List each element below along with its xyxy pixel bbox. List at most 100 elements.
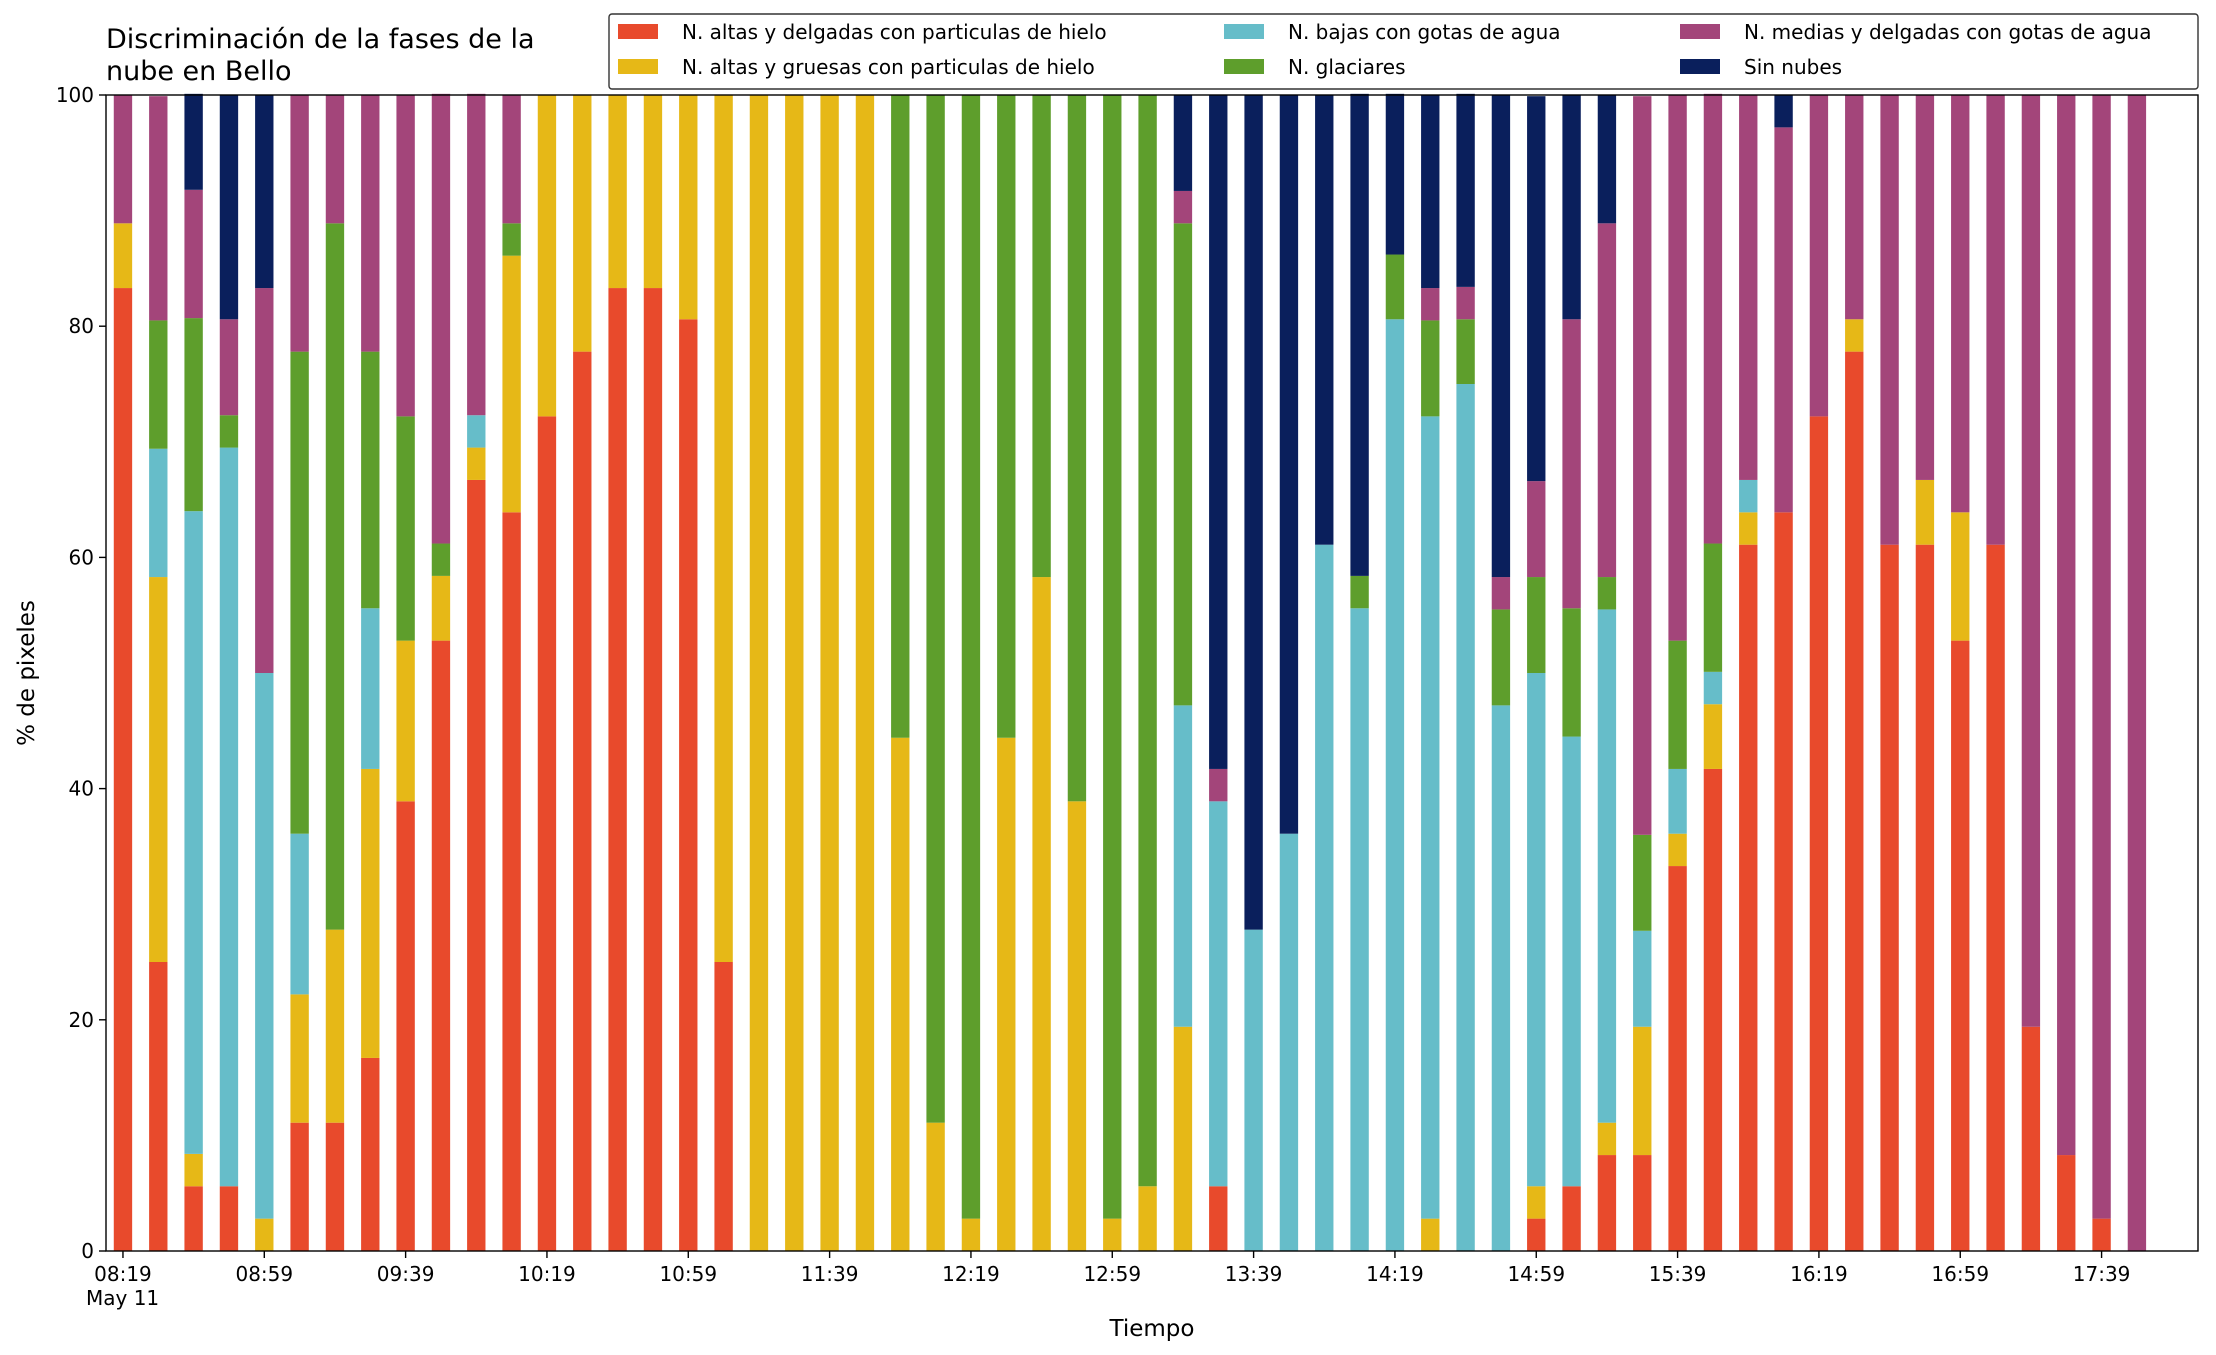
bar-segment bbox=[537, 95, 557, 417]
bar-segment bbox=[1597, 1155, 1617, 1251]
bar-segment bbox=[184, 511, 203, 1154]
y-axis-label: % de pixeles bbox=[14, 600, 40, 746]
legend-box bbox=[608, 13, 2199, 90]
x-tick-label: 13:39 bbox=[1225, 1262, 1283, 1286]
bar-segment bbox=[1739, 95, 1758, 480]
bar-segment bbox=[1703, 543, 1723, 672]
bar-segment bbox=[396, 95, 415, 417]
y-tick-label: 20 bbox=[69, 1008, 94, 1032]
bar-segment bbox=[820, 95, 839, 1251]
bar-segment bbox=[1491, 577, 1511, 610]
bar-segment bbox=[2057, 95, 2076, 1156]
bar-segment bbox=[1244, 929, 1263, 1251]
bar-segment bbox=[1421, 1218, 1440, 1251]
bar-segment bbox=[219, 415, 239, 448]
bar-segment bbox=[679, 319, 698, 1251]
bar-segment bbox=[1491, 609, 1511, 706]
bar-segment bbox=[1951, 512, 1970, 641]
bar-segment bbox=[1173, 190, 1193, 224]
bar-segment bbox=[219, 1186, 239, 1251]
bar-segment bbox=[1597, 223, 1617, 578]
bar-segment bbox=[537, 416, 557, 1251]
bar-segment bbox=[325, 929, 345, 1123]
x-tick-label: 08:59 bbox=[235, 1262, 293, 1286]
bar-segment bbox=[2092, 1218, 2111, 1251]
bar-segment bbox=[290, 95, 309, 352]
bar-segment bbox=[1668, 768, 1687, 834]
bar-segment bbox=[1209, 95, 1228, 769]
bar-segment bbox=[1103, 95, 1122, 1219]
bar-segment bbox=[1173, 1026, 1193, 1251]
bar-segment bbox=[431, 640, 451, 1251]
bar-segment bbox=[2092, 95, 2111, 1219]
plot-frame bbox=[105, 94, 2199, 1252]
bar-segment bbox=[431, 543, 451, 576]
bar-segment bbox=[149, 577, 168, 962]
bar-segment bbox=[1986, 95, 2005, 545]
bar-segment bbox=[1103, 1218, 1122, 1251]
bar-segment bbox=[1703, 768, 1723, 1251]
bar-segment bbox=[855, 95, 875, 1251]
bar-segment bbox=[361, 95, 380, 352]
bar-segment bbox=[926, 95, 945, 1123]
bar-segment bbox=[502, 512, 521, 1251]
bar-segment bbox=[1067, 801, 1087, 1251]
x-tick-label: 14:59 bbox=[1507, 1262, 1565, 1286]
bar-segment bbox=[149, 96, 168, 321]
bar-segment bbox=[1668, 640, 1687, 769]
bar-segment bbox=[679, 95, 698, 320]
x-tick-label: 16:19 bbox=[1790, 1262, 1848, 1286]
bar-segment bbox=[1421, 95, 1440, 289]
bar-segment bbox=[891, 737, 910, 1251]
bar-segment bbox=[113, 288, 133, 1251]
bar-segment bbox=[1315, 95, 1334, 545]
x-tick-label: 15:39 bbox=[1649, 1262, 1707, 1286]
bar-segment bbox=[255, 288, 274, 673]
bar-segment bbox=[1173, 95, 1193, 191]
bar-segment bbox=[1880, 95, 1899, 545]
legend-label: N. altas y delgadas con particulas de hi… bbox=[682, 20, 1107, 44]
x-tick-label: 10:19 bbox=[518, 1262, 576, 1286]
bar-segment bbox=[1951, 640, 1970, 1251]
bar-segment bbox=[1209, 768, 1228, 802]
bar-segment bbox=[1456, 286, 1475, 320]
x-tick-label: 16:59 bbox=[1931, 1262, 1989, 1286]
bar-segment bbox=[1209, 801, 1228, 1187]
bar-segment bbox=[1633, 1155, 1652, 1251]
legend-label: N. bajas con gotas de agua bbox=[1288, 20, 1561, 44]
legend-label: N. medias y delgadas con gotas de agua bbox=[1744, 20, 2152, 44]
bar-segment bbox=[361, 351, 380, 609]
bar-segment bbox=[1244, 95, 1263, 930]
bar-segment bbox=[1456, 384, 1475, 1251]
bar-segment bbox=[1703, 704, 1723, 769]
x-tick-label: 12:59 bbox=[1083, 1262, 1141, 1286]
bar-segment bbox=[467, 93, 486, 416]
bar-segment bbox=[1739, 512, 1758, 545]
bar-segment bbox=[219, 447, 239, 1187]
bar-segment bbox=[2021, 95, 2041, 1027]
bar-segment bbox=[1350, 575, 1369, 609]
bar-segment bbox=[997, 737, 1016, 1251]
bar-segment bbox=[290, 1122, 309, 1251]
bar-segment bbox=[1491, 95, 1511, 578]
bar-segment bbox=[1421, 320, 1440, 417]
bar-segment bbox=[113, 223, 133, 289]
legend-swatch bbox=[1224, 59, 1264, 74]
legend-swatch bbox=[1224, 24, 1264, 39]
bar-segment bbox=[1703, 93, 1723, 544]
bar-segment bbox=[502, 223, 521, 256]
bar-segment bbox=[1173, 705, 1193, 1027]
legend-swatch bbox=[618, 59, 658, 74]
y-tick-label: 0 bbox=[81, 1239, 94, 1263]
x-tick-label: 09:39 bbox=[377, 1262, 435, 1286]
bar-segment bbox=[1562, 608, 1581, 737]
bar-segment bbox=[1880, 544, 1899, 1251]
bar-segment bbox=[184, 1186, 203, 1251]
bar-segment bbox=[502, 255, 521, 513]
legend-label: Sin nubes bbox=[1744, 55, 1842, 79]
bar-segment bbox=[1315, 544, 1334, 1251]
x-tick-label: 14:19 bbox=[1366, 1262, 1424, 1286]
bar-segment bbox=[1739, 479, 1758, 513]
bar-segment bbox=[1527, 96, 1546, 482]
x-tick-label: 17:39 bbox=[2073, 1262, 2131, 1286]
